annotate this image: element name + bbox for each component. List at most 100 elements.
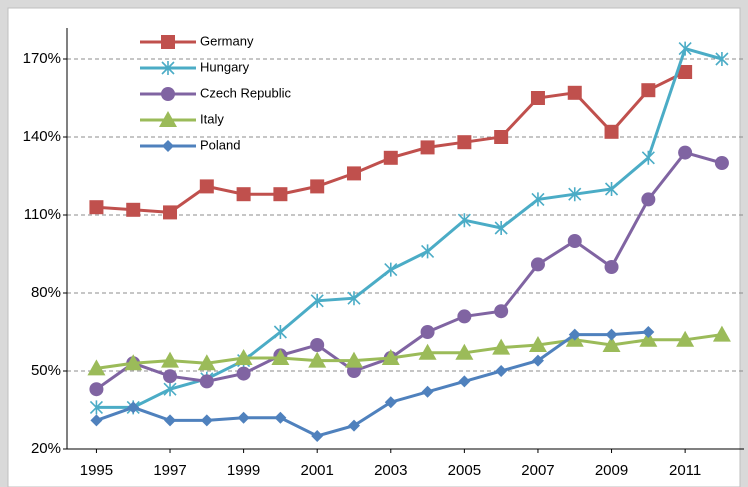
marker <box>274 411 287 424</box>
marker <box>676 330 695 347</box>
marker <box>421 244 435 259</box>
marker <box>494 304 509 319</box>
marker <box>347 419 360 432</box>
x-tick-label: 2007 <box>521 462 554 479</box>
marker <box>200 414 213 427</box>
marker <box>161 61 175 75</box>
y-tick-label: 50% <box>31 362 61 379</box>
marker <box>89 200 104 215</box>
x-tick-label: 2001 <box>301 462 334 479</box>
marker <box>87 359 106 376</box>
marker <box>567 234 582 248</box>
marker <box>458 375 471 388</box>
marker <box>528 336 547 352</box>
marker <box>494 130 509 144</box>
marker <box>457 135 472 150</box>
marker <box>530 91 545 105</box>
x-tick-label: 2005 <box>448 462 481 479</box>
marker <box>530 257 545 272</box>
marker <box>642 326 655 338</box>
marker <box>421 385 434 398</box>
marker <box>641 83 656 98</box>
legend-label: Italy <box>200 111 224 126</box>
marker <box>127 401 140 414</box>
legend-label: Hungary <box>200 59 250 74</box>
marker <box>602 336 621 352</box>
marker <box>714 156 729 170</box>
marker <box>418 343 437 360</box>
marker <box>568 187 582 202</box>
marker <box>639 330 658 347</box>
y-tick-label: 110% <box>24 206 61 223</box>
marker <box>163 205 178 220</box>
marker <box>310 179 325 194</box>
marker <box>159 111 177 127</box>
y-tick-label: 170% <box>23 50 61 67</box>
marker <box>420 325 435 339</box>
marker <box>567 85 582 100</box>
x-tick-label: 2003 <box>374 462 407 479</box>
y-tick-label: 80% <box>31 284 61 301</box>
marker <box>347 291 361 306</box>
marker <box>308 351 327 368</box>
marker <box>384 396 397 409</box>
marker <box>715 52 729 66</box>
marker <box>161 35 175 49</box>
marker <box>492 338 511 355</box>
marker <box>678 41 692 56</box>
legend-label: Czech Republic <box>200 85 292 100</box>
marker <box>457 213 471 228</box>
marker <box>199 374 214 389</box>
marker <box>381 349 400 365</box>
marker <box>164 414 177 427</box>
series-line <box>95 330 649 438</box>
marker <box>346 166 361 181</box>
marker <box>90 414 103 427</box>
marker <box>420 140 435 155</box>
y-tick-label: 140% <box>23 128 61 145</box>
x-tick-label: 1999 <box>227 462 260 479</box>
marker <box>163 369 178 384</box>
marker <box>604 124 619 139</box>
marker <box>605 328 618 341</box>
marker <box>457 309 472 324</box>
marker <box>161 87 175 101</box>
marker <box>641 150 655 165</box>
x-tick-label: 2011 <box>669 462 701 479</box>
marker <box>531 192 545 207</box>
marker <box>273 187 288 202</box>
marker <box>604 182 619 196</box>
marker <box>311 430 324 442</box>
x-tick-label: 2009 <box>595 462 628 479</box>
marker <box>494 221 508 235</box>
marker <box>89 382 104 397</box>
marker <box>273 325 287 339</box>
marker <box>531 354 544 367</box>
marker <box>712 325 731 342</box>
marker <box>383 150 398 165</box>
marker <box>237 411 250 424</box>
marker <box>604 260 619 274</box>
marker <box>234 349 253 365</box>
marker <box>344 351 363 368</box>
y-tick-label: 20% <box>31 440 61 457</box>
marker <box>236 366 251 381</box>
marker <box>384 262 398 277</box>
chart-area <box>7 7 741 487</box>
marker <box>678 65 693 79</box>
marker <box>495 365 508 377</box>
marker <box>568 328 581 341</box>
series-line <box>96 333 723 370</box>
marker <box>126 202 141 217</box>
marker <box>678 145 693 160</box>
legend-label: Germany <box>200 33 254 48</box>
marker <box>162 140 174 152</box>
x-tick-label: 1995 <box>80 462 113 479</box>
marker <box>199 179 214 194</box>
marker <box>455 343 474 360</box>
marker <box>124 354 143 371</box>
marker <box>310 293 324 308</box>
marker <box>271 349 290 365</box>
marker <box>641 192 656 207</box>
